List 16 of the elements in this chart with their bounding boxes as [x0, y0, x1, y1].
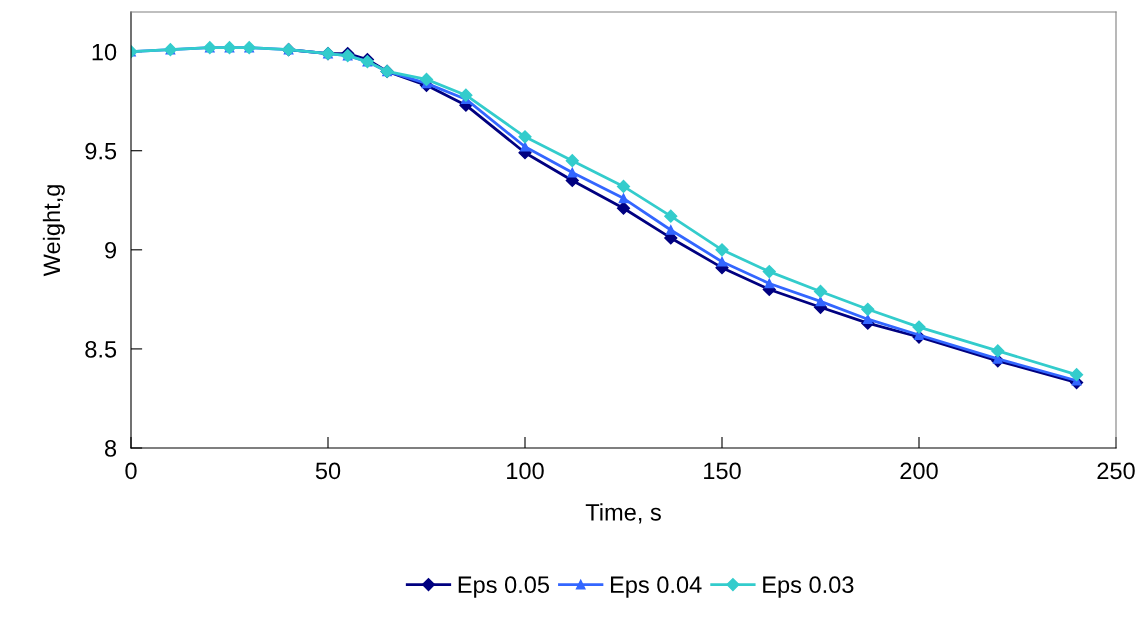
legend-label: Eps 0.03	[763, 576, 854, 598]
x-tick-label: 250	[1097, 462, 1135, 480]
legend-label: Eps 0.05	[458, 576, 550, 598]
y-tick-label: 9	[105, 241, 116, 259]
y-tick-label: 8.5	[85, 340, 117, 358]
y-tick-label: 10	[92, 43, 117, 61]
x-tick-label: 200	[900, 462, 938, 480]
x-tick-label: 0	[125, 462, 137, 480]
y-tick-label: 9.5	[85, 142, 117, 160]
x-tick-label: 100	[507, 462, 544, 480]
y-tick-label: 8	[105, 440, 117, 457]
y-axis-title: Weight,g	[42, 185, 65, 277]
legend-label: Eps 0.04	[610, 576, 702, 598]
x-tick-label: 50	[315, 462, 341, 480]
x-tick-label: 150	[704, 462, 741, 480]
x-axis-title: Time, s	[585, 503, 661, 524]
